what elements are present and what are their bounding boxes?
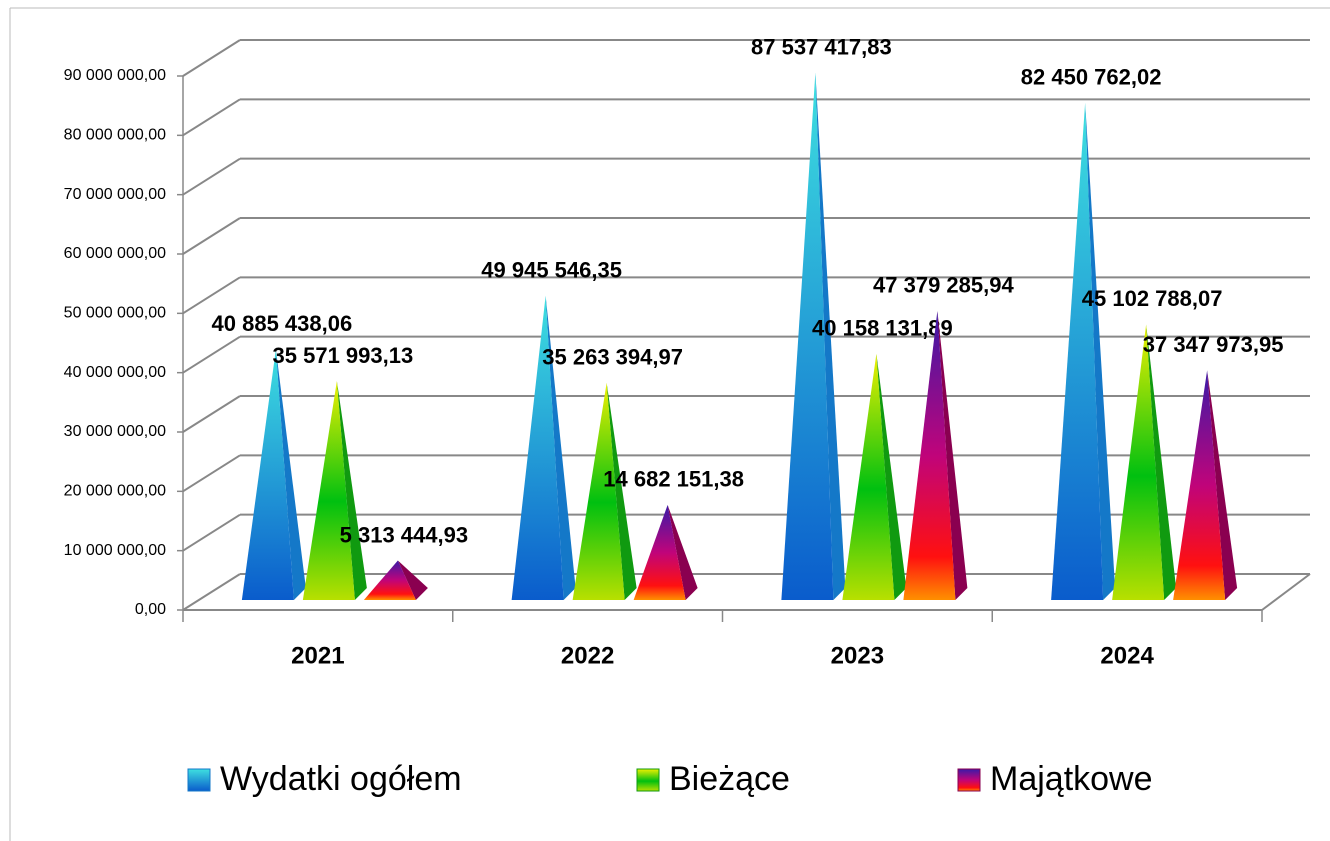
grid-line bbox=[182, 276, 241, 315]
data-label: 35 571 993,13 bbox=[273, 343, 414, 368]
data-label: 87 537 417,83 bbox=[751, 34, 892, 59]
grid-line bbox=[182, 157, 241, 196]
pyramid-front bbox=[842, 353, 895, 600]
y-tick-label: 20 000 000,00 bbox=[64, 483, 166, 500]
legend-marker bbox=[957, 768, 981, 792]
pyramid-side bbox=[876, 353, 907, 600]
pyramid bbox=[1173, 370, 1238, 600]
pyramid-side bbox=[667, 504, 698, 600]
pyramid bbox=[781, 72, 846, 600]
pyramid bbox=[511, 295, 576, 600]
pyramid-side bbox=[397, 560, 428, 600]
y-tick-label: 30 000 000,00 bbox=[64, 423, 166, 440]
floor-edge bbox=[1261, 573, 1311, 611]
pyramid bbox=[842, 353, 907, 600]
pyramid bbox=[572, 382, 637, 600]
data-label: 49 945 546,35 bbox=[481, 257, 622, 282]
grid-line bbox=[182, 395, 241, 433]
grid-line bbox=[182, 217, 241, 255]
legend-label: Wydatki ogółem bbox=[220, 760, 462, 798]
y-tick-label: 50 000 000,00 bbox=[64, 305, 166, 322]
pyramid bbox=[1112, 324, 1177, 600]
pyramid-front bbox=[1112, 324, 1165, 600]
pyramid bbox=[633, 504, 698, 600]
pyramid-front bbox=[1051, 102, 1104, 600]
x-tick-label: 2021 bbox=[291, 642, 344, 669]
data-label: 45 102 788,07 bbox=[1082, 286, 1223, 311]
pyramid-side bbox=[336, 380, 367, 600]
pyramid-front bbox=[511, 295, 564, 600]
data-label: 40 158 131,89 bbox=[812, 316, 953, 341]
legend-label: Majątkowe bbox=[990, 760, 1153, 798]
legend-marker bbox=[636, 768, 660, 792]
y-tick-label: 0,00 bbox=[135, 601, 166, 618]
x-tick-label: 2023 bbox=[831, 642, 884, 669]
grid-line bbox=[182, 513, 241, 552]
x-tick-label: 2022 bbox=[561, 642, 614, 669]
pyramid-side bbox=[545, 295, 576, 600]
pyramid bbox=[1051, 102, 1116, 600]
pyramid-side bbox=[1207, 370, 1238, 600]
pyramid bbox=[363, 560, 428, 600]
pyramid bbox=[903, 310, 968, 600]
pyramid-side bbox=[275, 349, 306, 600]
data-label: 47 379 285,94 bbox=[873, 273, 1014, 298]
data-label: 5 313 444,93 bbox=[340, 522, 468, 547]
grid-line bbox=[182, 335, 241, 374]
y-tick-label: 80 000 000,00 bbox=[64, 127, 166, 144]
pyramid-front bbox=[572, 382, 625, 600]
legend-marker bbox=[187, 768, 211, 792]
data-label: 35 263 394,97 bbox=[542, 345, 683, 370]
grid-line bbox=[182, 573, 241, 611]
pyramid-side bbox=[1085, 102, 1116, 600]
pyramid-front bbox=[241, 349, 294, 600]
y-tick-label: 70 000 000,00 bbox=[64, 186, 166, 203]
pyramid-front bbox=[363, 560, 416, 600]
grid-line bbox=[182, 98, 241, 137]
pyramid-side bbox=[937, 310, 968, 600]
grid-line bbox=[182, 39, 241, 77]
grid-line bbox=[182, 454, 241, 493]
data-label: 37 347 973,95 bbox=[1143, 332, 1284, 357]
data-label: 82 450 762,02 bbox=[1021, 65, 1162, 90]
pyramid-front bbox=[903, 310, 956, 600]
pyramid-front bbox=[1173, 370, 1226, 600]
x-tick-label: 2024 bbox=[1100, 642, 1154, 669]
data-label: 14 682 151,38 bbox=[603, 467, 744, 492]
y-tick-label: 60 000 000,00 bbox=[64, 245, 166, 262]
pyramid-front bbox=[302, 380, 355, 600]
y-tick-label: 90 000 000,00 bbox=[64, 67, 166, 84]
pyramid bbox=[302, 380, 367, 600]
pyramid bbox=[241, 349, 306, 600]
y-tick-label: 10 000 000,00 bbox=[64, 542, 166, 559]
legend-label: Bieżące bbox=[669, 760, 790, 798]
data-label: 40 885 438,06 bbox=[212, 311, 353, 336]
pyramid-side bbox=[1146, 324, 1177, 600]
pyramid-side bbox=[606, 382, 637, 600]
pyramid-side bbox=[815, 72, 846, 600]
pyramid-front bbox=[781, 72, 834, 600]
y-tick-label: 40 000 000,00 bbox=[64, 364, 166, 381]
pyramid-front bbox=[633, 504, 686, 600]
